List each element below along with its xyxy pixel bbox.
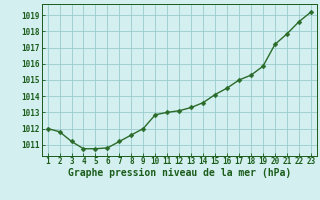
X-axis label: Graphe pression niveau de la mer (hPa): Graphe pression niveau de la mer (hPa): [68, 168, 291, 178]
